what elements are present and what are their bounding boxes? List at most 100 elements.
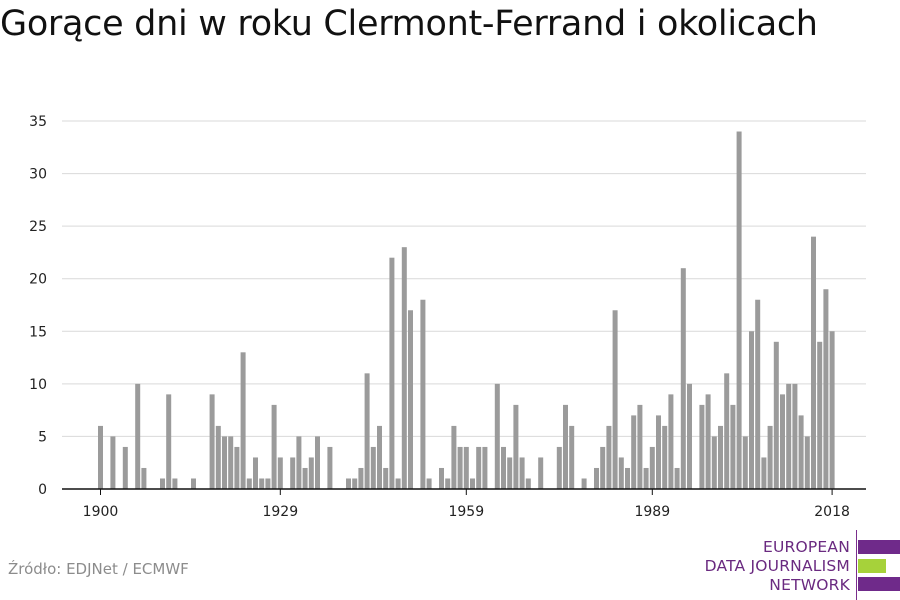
bar-1992 — [668, 394, 674, 489]
bar-1943 — [364, 373, 370, 489]
bar-1928 — [271, 404, 277, 489]
bar-1935 — [315, 436, 320, 489]
bar-1959 — [463, 446, 469, 489]
bar-2016 — [817, 341, 823, 489]
bar-1947 — [389, 257, 395, 489]
bar-1904 — [122, 446, 128, 489]
bar-2006 — [755, 299, 761, 489]
y-tick-label: 0 — [38, 482, 47, 498]
logo-bar-green — [858, 559, 886, 573]
bar-1989 — [649, 446, 655, 489]
x-axis — [62, 488, 866, 495]
logo-line-1: EUROPEAN — [762, 538, 850, 556]
bar-1985 — [625, 467, 630, 489]
chart-title: Gorące dni w roku Clermont-Ferrand i oko… — [0, 4, 818, 44]
bar-1910 — [160, 478, 165, 489]
bar-1949 — [401, 247, 407, 489]
bar-1998 — [705, 394, 711, 489]
bar-1915 — [191, 478, 196, 489]
y-tick-label: 20 — [29, 272, 47, 288]
bar-2003 — [736, 131, 742, 489]
bar-1976 — [569, 425, 575, 489]
source-note: Źródło: EDJNet / ECMWF — [8, 560, 189, 578]
bar-1927 — [265, 478, 271, 489]
bar-1920 — [222, 436, 227, 489]
bar-1952 — [420, 299, 426, 489]
bar-1946 — [383, 467, 389, 489]
bar-1994 — [680, 268, 686, 489]
bar-1941 — [352, 478, 358, 489]
bar-2013 — [798, 415, 804, 489]
bar-1986 — [631, 415, 637, 489]
logo-line-3: NETWORK — [769, 576, 850, 594]
bar-1955 — [439, 467, 444, 489]
bar-1929 — [277, 457, 283, 489]
bar-1967 — [513, 404, 519, 489]
bar-1981 — [600, 446, 606, 489]
bar-1980 — [594, 467, 599, 489]
bar-1919 — [215, 425, 221, 489]
bar-1988 — [643, 467, 649, 489]
bar-1931 — [290, 457, 296, 489]
y-tick-label: 25 — [29, 219, 47, 235]
bar-1960 — [470, 478, 475, 489]
bar-1906 — [135, 383, 141, 489]
bar-1953 — [426, 478, 432, 489]
bar-1974 — [556, 446, 562, 489]
bar-1995 — [687, 383, 692, 489]
bar-1966 — [507, 457, 513, 489]
bar-1997 — [699, 404, 705, 489]
bar-1945 — [377, 425, 382, 489]
bar-2004 — [742, 436, 748, 489]
bar-1924 — [246, 478, 252, 489]
edjnet-logo[interactable]: EUROPEAN DATA JOURNALISM NETWORK — [680, 528, 900, 600]
bar-2002 — [730, 404, 736, 489]
bar-1990 — [656, 415, 661, 489]
y-tick-label: 15 — [29, 324, 47, 340]
bar-2000 — [718, 425, 723, 489]
logo-bar-purple-top — [858, 540, 900, 554]
bar-2008 — [767, 425, 773, 489]
bar-1999 — [711, 436, 717, 489]
bar-1925 — [253, 457, 258, 489]
bar-1907 — [141, 467, 147, 489]
y-tick-label: 35 — [29, 114, 47, 130]
bar-1965 — [501, 446, 506, 489]
bar-1957 — [451, 425, 457, 489]
x-axis-tick-labels: 1900 1929 1959 1989 2018 — [83, 504, 850, 520]
bar-1942 — [358, 467, 364, 489]
y-axis-tick-labels: 0 5 10 15 20 25 30 35 — [29, 114, 47, 498]
bar-1950 — [408, 310, 413, 489]
bar-1971 — [538, 457, 544, 489]
bar-1968 — [519, 457, 525, 489]
y-tick-label: 5 — [38, 429, 47, 445]
bar-2007 — [761, 457, 767, 489]
bar-1961 — [476, 446, 482, 489]
x-tick-label: 1989 — [634, 504, 670, 520]
logo-line-2: DATA JOURNALISM — [704, 557, 850, 575]
y-tick-label: 30 — [29, 167, 47, 183]
bar-1982 — [606, 425, 612, 489]
bar-1978 — [581, 478, 587, 489]
bar-1918 — [209, 394, 215, 489]
bar-1923 — [240, 352, 246, 489]
bar-2010 — [780, 394, 785, 489]
bar-1900 — [98, 425, 103, 489]
bars — [98, 131, 835, 489]
bar-1911 — [166, 394, 172, 489]
bar-2014 — [804, 436, 810, 489]
x-tick-label: 1900 — [83, 504, 119, 520]
bar-2012 — [792, 383, 798, 489]
bar-1987 — [637, 404, 643, 489]
bar-1956 — [445, 478, 451, 489]
bar-1926 — [259, 478, 265, 489]
logo-bar-purple-bottom — [858, 577, 900, 591]
bar-1958 — [457, 446, 463, 489]
bar-1991 — [662, 425, 668, 489]
bar-1934 — [308, 457, 314, 489]
bar-2018 — [829, 331, 835, 489]
bar-1940 — [346, 478, 351, 489]
bar-1962 — [482, 446, 488, 489]
bar-1922 — [234, 446, 240, 489]
